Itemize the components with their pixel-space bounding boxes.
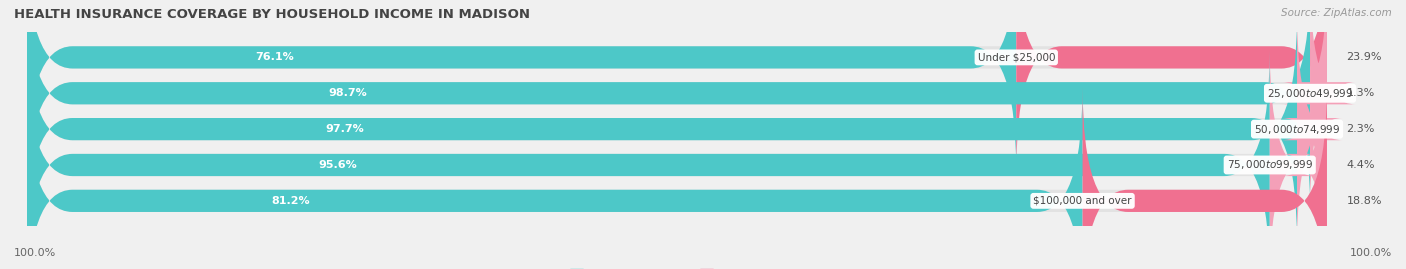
Text: $75,000 to $99,999: $75,000 to $99,999	[1226, 158, 1313, 171]
FancyBboxPatch shape	[27, 0, 1310, 208]
Text: 1.3%: 1.3%	[1347, 88, 1375, 98]
Text: Under $25,000: Under $25,000	[977, 52, 1054, 62]
FancyBboxPatch shape	[1017, 0, 1327, 172]
Text: Source: ZipAtlas.com: Source: ZipAtlas.com	[1281, 8, 1392, 18]
FancyBboxPatch shape	[27, 0, 1327, 172]
FancyBboxPatch shape	[27, 86, 1083, 269]
Text: 18.8%: 18.8%	[1347, 196, 1382, 206]
Text: 4.4%: 4.4%	[1347, 160, 1375, 170]
Text: 97.7%: 97.7%	[325, 124, 364, 134]
FancyBboxPatch shape	[27, 51, 1327, 269]
Text: 100.0%: 100.0%	[1350, 248, 1392, 258]
Text: $50,000 to $74,999: $50,000 to $74,999	[1254, 123, 1340, 136]
FancyBboxPatch shape	[1281, 0, 1355, 208]
FancyBboxPatch shape	[1270, 51, 1327, 269]
FancyBboxPatch shape	[1281, 15, 1343, 243]
Text: $25,000 to $49,999: $25,000 to $49,999	[1267, 87, 1353, 100]
Text: 81.2%: 81.2%	[271, 196, 311, 206]
FancyBboxPatch shape	[27, 86, 1327, 269]
Text: 23.9%: 23.9%	[1347, 52, 1382, 62]
Text: HEALTH INSURANCE COVERAGE BY HOUSEHOLD INCOME IN MADISON: HEALTH INSURANCE COVERAGE BY HOUSEHOLD I…	[14, 8, 530, 21]
Text: 76.1%: 76.1%	[254, 52, 294, 62]
FancyBboxPatch shape	[27, 15, 1327, 243]
Text: 2.3%: 2.3%	[1347, 124, 1375, 134]
Text: 100.0%: 100.0%	[14, 248, 56, 258]
FancyBboxPatch shape	[27, 15, 1298, 243]
FancyBboxPatch shape	[27, 0, 1017, 172]
Text: $100,000 and over: $100,000 and over	[1033, 196, 1132, 206]
FancyBboxPatch shape	[1083, 86, 1327, 269]
FancyBboxPatch shape	[27, 0, 1327, 208]
Text: 95.6%: 95.6%	[318, 160, 357, 170]
Text: 98.7%: 98.7%	[329, 88, 367, 98]
FancyBboxPatch shape	[27, 51, 1270, 269]
